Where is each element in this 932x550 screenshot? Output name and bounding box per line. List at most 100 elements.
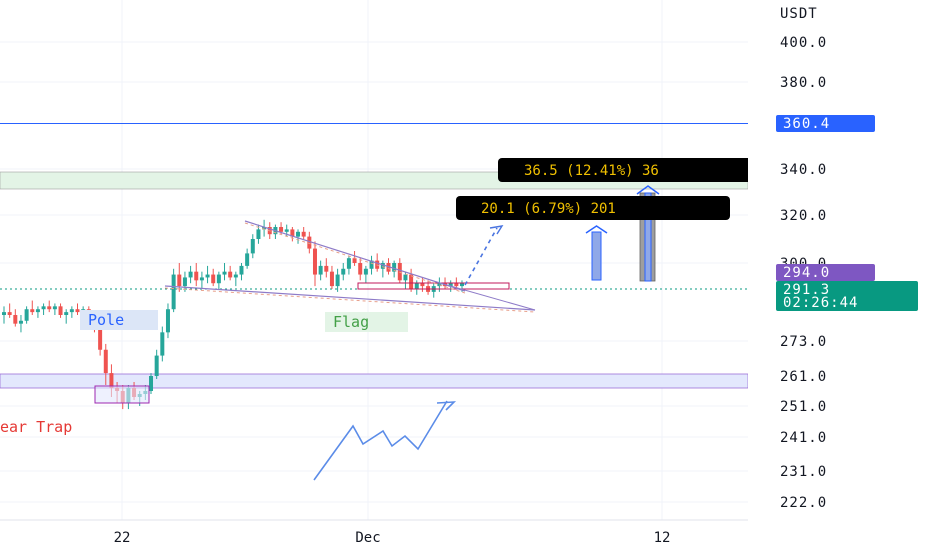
callout-first-target-text: 20.1 (6.79%) 201: [481, 201, 616, 217]
candle-body: [216, 274, 221, 284]
candle-body: [329, 271, 334, 287]
time-scale[interactable]: 22 Dec 12: [0, 519, 932, 550]
currency-label: USDT: [780, 6, 818, 22]
x-tick-label: Dec: [355, 530, 380, 546]
candle-body: [239, 265, 244, 275]
candle-body: [250, 239, 255, 254]
candle-body: [35, 309, 40, 313]
y-tick-label: 241.0: [780, 430, 827, 446]
flag-label-text: Flag: [333, 313, 369, 331]
candle-body: [460, 283, 464, 287]
candle-body: [18, 320, 23, 324]
candle-body: [369, 260, 374, 269]
tag-blue-line: 360.4: [776, 115, 875, 132]
flag-lower-line-inner: [164, 287, 536, 313]
candle-body: [284, 229, 289, 232]
y-tick-label: 231.0: [780, 464, 827, 480]
candle-body: [171, 274, 176, 310]
y-tick-label: 273.0: [780, 334, 827, 350]
candle-body: [262, 227, 267, 230]
candle-body: [256, 229, 261, 239]
y-tick-label: 251.0: [780, 399, 827, 415]
bear-trap-label: ear Trap: [0, 418, 72, 436]
flag-label: Flag: [325, 312, 408, 332]
tag-blue-line-text: 360.4: [783, 116, 830, 132]
x-tick-label: 12: [654, 530, 671, 546]
zigzag-arrowhead: [436, 401, 457, 411]
candle-body: [109, 373, 114, 388]
candle-body: [52, 306, 57, 310]
candle-body: [290, 229, 295, 237]
pole-label-text: Pole: [88, 311, 124, 329]
candle-body: [414, 283, 419, 289]
flag-upper-line: [244, 220, 466, 292]
tag-purple-level: 294.0: [776, 264, 875, 281]
candle-body: [352, 258, 357, 263]
tag-last-price: 291.3 02:26:44: [776, 281, 918, 311]
tag-countdown-text: 02:26:44: [783, 295, 858, 311]
candle-body: [448, 283, 453, 287]
x-tick-label: 22: [114, 530, 131, 546]
candle-body: [386, 263, 391, 272]
candle-body: [233, 274, 238, 278]
candle-body: [69, 309, 74, 313]
flag-apex-line: [439, 282, 536, 311]
candle-body: [403, 274, 408, 281]
y-tick-label: 340.0: [780, 162, 827, 178]
candle-body: [380, 263, 385, 269]
y-tick-label: 320.0: [780, 208, 827, 224]
candle-body: [7, 312, 12, 315]
candle-body: [397, 263, 402, 281]
callout-second-target: 36.5 (12.41%) 36: [498, 158, 752, 182]
candle-body: [279, 227, 284, 232]
candle-body: [363, 268, 368, 275]
candle-body: [98, 329, 103, 350]
candle-body: [30, 309, 35, 313]
candle-body: [346, 258, 351, 269]
candle-body: [154, 355, 159, 376]
candle-body: [437, 283, 442, 287]
flag-breakout-box: [357, 282, 510, 290]
candle-body: [358, 263, 363, 275]
y-tick-label: 261.0: [780, 369, 827, 385]
y-tick-label: 380.0: [780, 75, 827, 91]
candle-body: [75, 309, 80, 313]
candle-body: [182, 277, 187, 287]
candle-body: [47, 306, 52, 310]
candle-body: [335, 274, 340, 287]
candle-body: [301, 231, 306, 237]
flag-lower-line: [164, 285, 536, 311]
candle-body: [318, 265, 323, 275]
candle-body: [205, 274, 210, 278]
candle-body: [409, 274, 414, 289]
candle-body: [454, 283, 459, 287]
tag-purple-level-text: 294.0: [783, 265, 830, 281]
candle-body: [245, 253, 250, 266]
candle-body: [392, 263, 397, 272]
candle-body: [165, 309, 170, 333]
y-tick-label: 400.0: [780, 35, 827, 51]
candle-body: [103, 349, 108, 374]
candle-body: [420, 283, 425, 287]
candle-body: [341, 268, 346, 275]
candle-body: [194, 271, 199, 281]
bear-trap-box: [94, 385, 150, 404]
breakout-projection-arrowhead: [489, 225, 504, 235]
candle-body: [307, 236, 312, 249]
pole-label: Pole: [80, 310, 158, 330]
candle-body: [58, 306, 63, 315]
flag-upper-line-inner: [244, 222, 466, 294]
y-tick-label: 222.0: [780, 495, 827, 511]
breakout-projection-arrow: [464, 227, 498, 286]
candle-body: [64, 312, 69, 315]
tag-last-price-text: 291.3: [783, 282, 830, 298]
candle-body: [24, 309, 29, 321]
candle-body: [312, 248, 317, 275]
candle-body: [222, 271, 227, 275]
callout-first-target: 20.1 (6.79%) 201: [456, 196, 730, 220]
candle-body: [296, 231, 301, 237]
candle-body: [41, 306, 46, 310]
grid-lines: [0, 0, 748, 520]
price-scale[interactable]: USDT 400.0380.0340.0320.0300.0273.0261.0…: [748, 0, 932, 520]
